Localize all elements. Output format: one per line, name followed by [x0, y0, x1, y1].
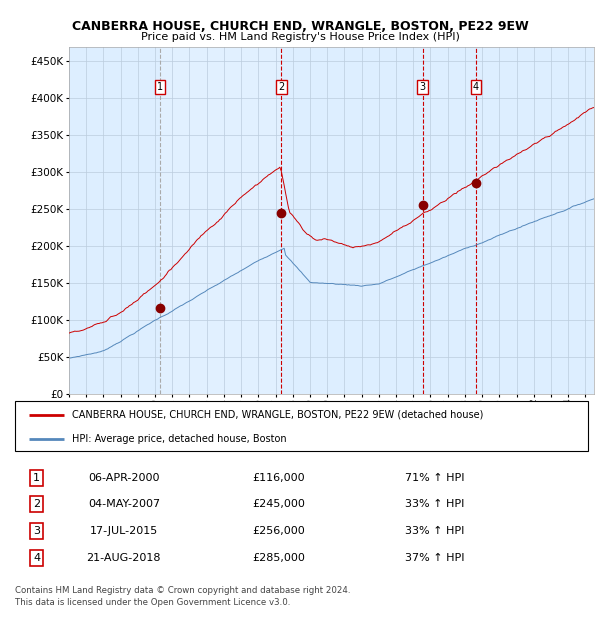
Text: 33% ↑ HPI: 33% ↑ HPI: [404, 499, 464, 509]
Text: 2: 2: [33, 499, 40, 509]
Text: £245,000: £245,000: [252, 499, 305, 509]
Text: 3: 3: [33, 526, 40, 536]
Bar: [160, 46, 281, 394]
Text: 33% ↑ HPI: 33% ↑ HPI: [404, 526, 464, 536]
Text: 21-AUG-2018: 21-AUG-2018: [86, 553, 161, 563]
Text: 3: 3: [419, 82, 425, 92]
Text: Price paid vs. HM Land Registry's House Price Index (HPI): Price paid vs. HM Land Registry's House …: [140, 32, 460, 42]
Text: £116,000: £116,000: [252, 473, 305, 483]
Text: 1: 1: [33, 473, 40, 483]
Text: 2: 2: [278, 82, 284, 92]
Text: CANBERRA HOUSE, CHURCH END, WRANGLE, BOSTON, PE22 9EW: CANBERRA HOUSE, CHURCH END, WRANGLE, BOS…: [71, 20, 529, 33]
Text: 06-APR-2000: 06-APR-2000: [88, 473, 160, 483]
Text: This data is licensed under the Open Government Licence v3.0.: This data is licensed under the Open Gov…: [15, 598, 290, 607]
Text: 4: 4: [33, 553, 40, 563]
Text: Contains HM Land Registry data © Crown copyright and database right 2024.: Contains HM Land Registry data © Crown c…: [15, 586, 350, 595]
Text: 1: 1: [157, 82, 163, 92]
Text: CANBERRA HOUSE, CHURCH END, WRANGLE, BOSTON, PE22 9EW (detached house): CANBERRA HOUSE, CHURCH END, WRANGLE, BOS…: [73, 410, 484, 420]
Text: 17-JUL-2015: 17-JUL-2015: [90, 526, 158, 536]
Text: £285,000: £285,000: [252, 553, 305, 563]
Text: 37% ↑ HPI: 37% ↑ HPI: [404, 553, 464, 563]
Text: 4: 4: [473, 82, 479, 92]
Text: 71% ↑ HPI: 71% ↑ HPI: [404, 473, 464, 483]
Text: 04-MAY-2007: 04-MAY-2007: [88, 499, 160, 509]
Text: £256,000: £256,000: [252, 526, 305, 536]
Text: HPI: Average price, detached house, Boston: HPI: Average price, detached house, Bost…: [73, 433, 287, 444]
